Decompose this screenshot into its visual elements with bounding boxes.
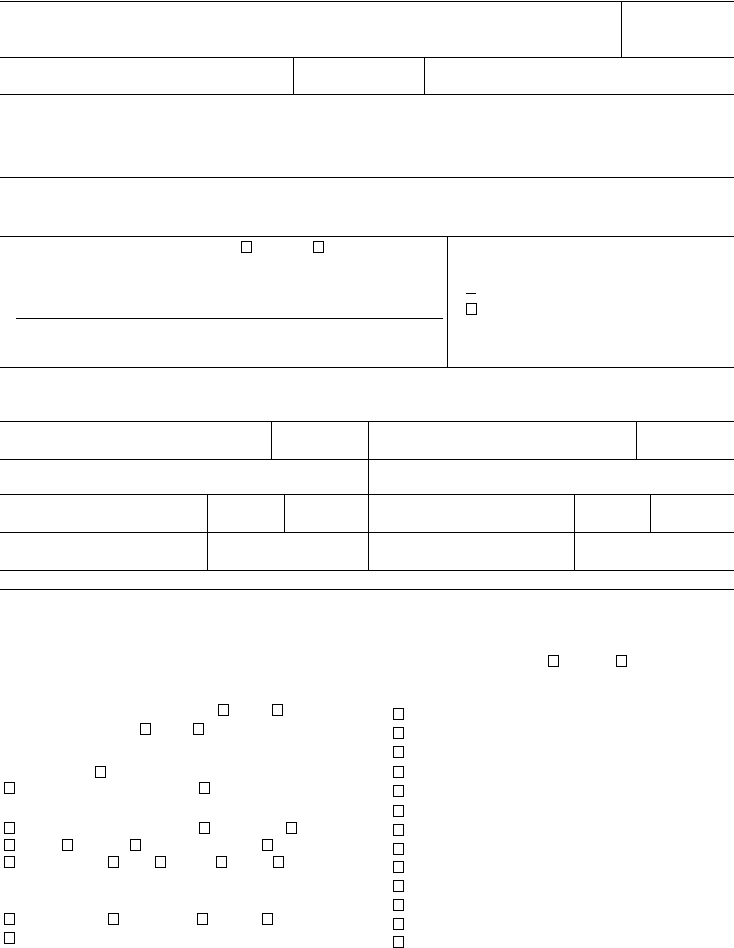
form-rule xyxy=(466,293,476,294)
checkbox[interactable] xyxy=(218,704,229,716)
checkbox[interactable] xyxy=(393,843,404,855)
checkbox[interactable] xyxy=(216,856,227,868)
checkbox[interactable] xyxy=(393,918,404,930)
checkbox[interactable] xyxy=(4,932,15,944)
checkbox[interactable] xyxy=(4,913,15,925)
form-rule xyxy=(16,318,443,319)
form-rule xyxy=(0,589,734,590)
checkbox[interactable] xyxy=(393,936,404,948)
form-rule xyxy=(0,1,734,2)
checkbox[interactable] xyxy=(262,913,273,925)
checkbox[interactable] xyxy=(393,880,404,892)
form-rule xyxy=(0,494,734,495)
checkbox[interactable] xyxy=(393,785,404,797)
checkbox[interactable] xyxy=(241,241,252,253)
form-divider xyxy=(574,494,575,570)
form-divider xyxy=(424,57,425,94)
checkbox[interactable] xyxy=(393,861,404,873)
form-divider xyxy=(368,421,369,570)
form-rule xyxy=(0,532,734,533)
checkbox[interactable] xyxy=(4,822,15,834)
checkbox[interactable] xyxy=(393,766,404,778)
checkbox[interactable] xyxy=(393,824,404,836)
checkbox[interactable] xyxy=(273,856,284,868)
checkbox[interactable] xyxy=(466,303,477,315)
form-rule xyxy=(0,421,734,422)
form-rule xyxy=(0,177,734,178)
checkbox[interactable] xyxy=(393,899,404,911)
checkbox[interactable] xyxy=(393,727,404,739)
form-rule xyxy=(0,459,734,460)
checkbox[interactable] xyxy=(4,782,15,794)
checkbox[interactable] xyxy=(548,655,559,667)
checkbox[interactable] xyxy=(272,704,283,716)
checkbox[interactable] xyxy=(393,708,404,720)
form-divider xyxy=(284,494,285,532)
checkbox[interactable] xyxy=(393,805,404,817)
checkbox[interactable] xyxy=(4,839,15,851)
form-divider xyxy=(293,57,294,94)
form-divider xyxy=(636,421,637,459)
checkbox[interactable] xyxy=(108,913,119,925)
form-rule xyxy=(0,94,734,95)
checkbox[interactable] xyxy=(197,913,208,925)
form-rule xyxy=(0,236,734,237)
checkbox[interactable] xyxy=(313,241,324,253)
form-divider xyxy=(650,494,651,532)
checkbox[interactable] xyxy=(130,839,141,851)
checkbox[interactable] xyxy=(95,766,106,778)
checkbox[interactable] xyxy=(286,822,297,834)
checkbox[interactable] xyxy=(199,782,210,794)
form-rule xyxy=(0,57,734,58)
checkbox[interactable] xyxy=(199,822,210,834)
form-rule xyxy=(0,570,734,571)
checkbox[interactable] xyxy=(4,856,15,868)
form-divider xyxy=(271,421,272,459)
checkbox[interactable] xyxy=(193,723,204,735)
checkbox[interactable] xyxy=(155,856,166,868)
form-divider xyxy=(621,1,622,57)
checkbox[interactable] xyxy=(393,746,404,758)
checkbox[interactable] xyxy=(140,723,151,735)
checkbox[interactable] xyxy=(108,856,119,868)
checkbox[interactable] xyxy=(62,839,73,851)
form-divider xyxy=(447,236,448,367)
checkbox[interactable] xyxy=(616,655,627,667)
form-rule xyxy=(0,367,734,368)
form-divider xyxy=(207,494,208,570)
checkbox[interactable] xyxy=(262,839,273,851)
